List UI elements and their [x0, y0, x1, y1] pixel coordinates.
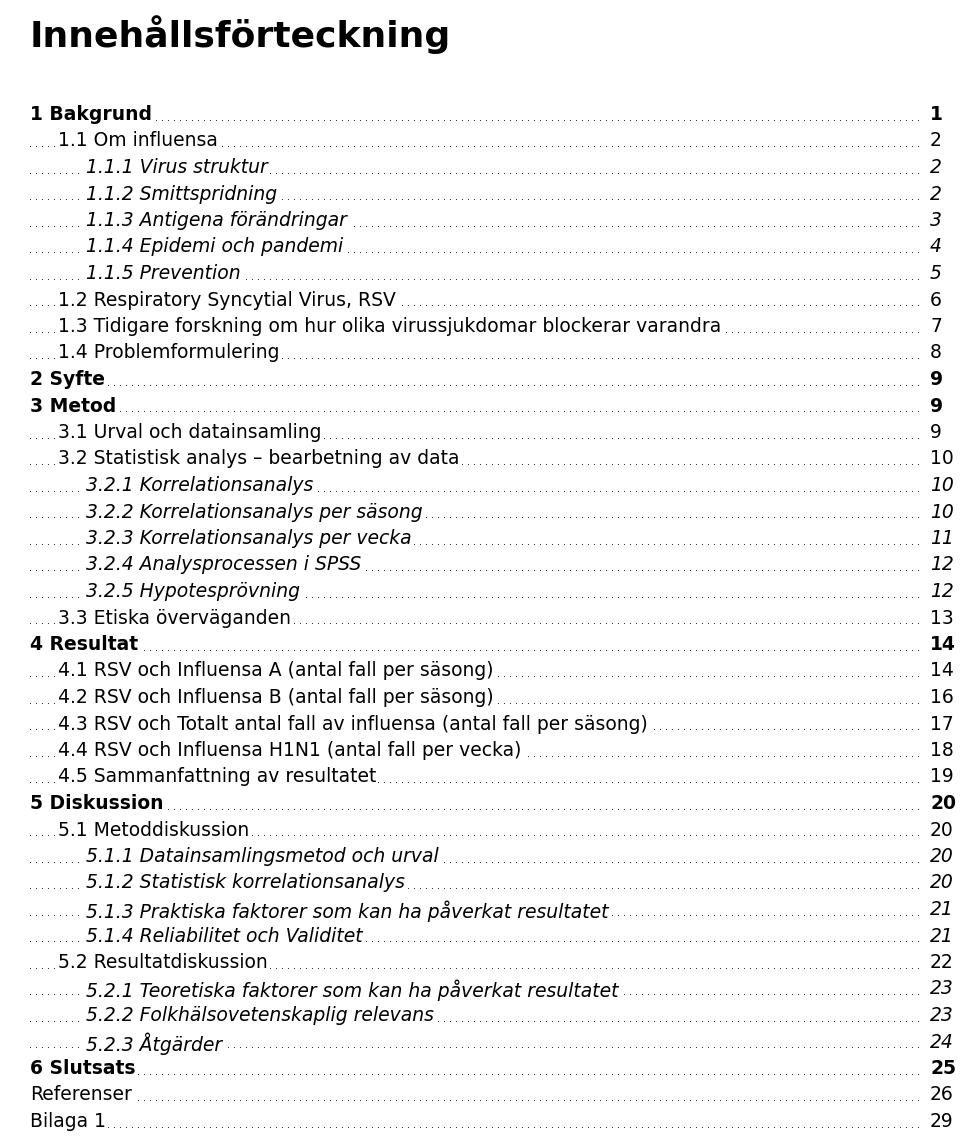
Text: 4: 4	[930, 237, 942, 256]
Text: 3.3 Etiska överväganden: 3.3 Etiska överväganden	[58, 609, 291, 627]
Text: 16: 16	[930, 689, 953, 707]
Text: 5.1.4 Reliabilitet och Validitet: 5.1.4 Reliabilitet och Validitet	[86, 927, 363, 945]
Text: 5 Diskussion: 5 Diskussion	[30, 793, 163, 813]
Text: 1.4 Problemformulering: 1.4 Problemformulering	[58, 343, 279, 363]
Text: 11: 11	[930, 529, 953, 548]
Text: 14: 14	[930, 661, 954, 681]
Text: 1.2 Respiratory Syncytial Virus, RSV: 1.2 Respiratory Syncytial Virus, RSV	[58, 291, 396, 309]
Text: 5.2.2 Folkhälsovetenskaplig relevans: 5.2.2 Folkhälsovetenskaplig relevans	[86, 1005, 434, 1025]
Text: 3.2.5 Hypotesprövning: 3.2.5 Hypotesprövning	[86, 583, 300, 601]
Text: 5.2.1 Teoretiska faktorer som kan ha påverkat resultatet: 5.2.1 Teoretiska faktorer som kan ha påv…	[86, 979, 618, 1001]
Text: 3.2.4 Analysprocessen i SPSS: 3.2.4 Analysprocessen i SPSS	[86, 555, 361, 575]
Text: 25: 25	[930, 1059, 956, 1078]
Text: 5: 5	[930, 264, 942, 283]
Text: 2: 2	[930, 131, 942, 150]
Text: 14: 14	[930, 635, 956, 654]
Text: 3 Metod: 3 Metod	[30, 397, 116, 415]
Text: 9: 9	[930, 423, 942, 442]
Text: 22: 22	[930, 953, 953, 972]
Text: 6: 6	[930, 291, 942, 309]
Text: 20: 20	[930, 847, 953, 866]
Text: Innehållsförteckning: Innehållsförteckning	[30, 15, 451, 54]
Text: 1.1.4 Epidemi och pandemi: 1.1.4 Epidemi och pandemi	[86, 237, 344, 256]
Text: 10: 10	[930, 503, 953, 521]
Text: 5.1.1 Datainsamlingsmetod och urval: 5.1.1 Datainsamlingsmetod och urval	[86, 847, 439, 866]
Text: 1.3 Tidigare forskning om hur olika virussjukdomar blockerar varandra: 1.3 Tidigare forskning om hur olika viru…	[58, 317, 721, 336]
Text: 12: 12	[930, 583, 953, 601]
Text: 3.2.3 Korrelationsanalys per vecka: 3.2.3 Korrelationsanalys per vecka	[86, 529, 412, 548]
Text: 21: 21	[930, 899, 953, 919]
Text: 20: 20	[930, 821, 953, 839]
Text: 3.2.1 Korrelationsanalys: 3.2.1 Korrelationsanalys	[86, 477, 313, 495]
Text: 5.1.2 Statistisk korrelationsanalys: 5.1.2 Statistisk korrelationsanalys	[86, 873, 405, 893]
Text: 1: 1	[930, 105, 943, 124]
Text: 4.4 RSV och Influensa H1N1 (antal fall per vecka): 4.4 RSV och Influensa H1N1 (antal fall p…	[58, 741, 521, 760]
Text: 8: 8	[930, 343, 942, 363]
Text: 23: 23	[930, 1005, 953, 1025]
Text: 20: 20	[930, 873, 953, 893]
Text: 5.2.3 Åtgärder: 5.2.3 Åtgärder	[86, 1033, 222, 1054]
Text: 2: 2	[930, 185, 942, 204]
Text: 19: 19	[930, 767, 953, 787]
Text: 9: 9	[930, 397, 943, 415]
Text: 6 Slutsats: 6 Slutsats	[30, 1059, 135, 1078]
Text: 1.1.1 Virus struktur: 1.1.1 Virus struktur	[86, 158, 268, 177]
Text: 17: 17	[930, 715, 953, 733]
Text: 5.2 Resultatdiskussion: 5.2 Resultatdiskussion	[58, 953, 268, 972]
Text: 10: 10	[930, 449, 953, 469]
Text: 21: 21	[930, 927, 953, 945]
Text: 4.3 RSV och Totalt antal fall av influensa (antal fall per säsong): 4.3 RSV och Totalt antal fall av influen…	[58, 715, 648, 733]
Text: 1 Bakgrund: 1 Bakgrund	[30, 105, 152, 124]
Text: 5.1.3 Praktiska faktorer som kan ha påverkat resultatet: 5.1.3 Praktiska faktorer som kan ha påve…	[86, 899, 609, 921]
Text: 4 Resultat: 4 Resultat	[30, 635, 138, 654]
Text: 29: 29	[930, 1112, 953, 1131]
Text: 1.1.3 Antigena förändringar: 1.1.3 Antigena förändringar	[86, 211, 347, 230]
Text: 26: 26	[930, 1085, 953, 1105]
Text: 4.2 RSV och Influensa B (antal fall per säsong): 4.2 RSV och Influensa B (antal fall per …	[58, 689, 493, 707]
Text: 10: 10	[930, 477, 953, 495]
Text: 12: 12	[930, 555, 953, 575]
Text: 1.1 Om influensa: 1.1 Om influensa	[58, 131, 218, 150]
Text: 4.5 Sammanfattning av resultatet: 4.5 Sammanfattning av resultatet	[58, 767, 376, 787]
Text: 7: 7	[930, 317, 942, 336]
Text: 13: 13	[930, 609, 953, 627]
Text: 2 Syfte: 2 Syfte	[30, 370, 105, 389]
Text: 3: 3	[930, 211, 942, 230]
Text: Bilaga 1: Bilaga 1	[30, 1112, 106, 1131]
Text: 2: 2	[930, 158, 942, 177]
Text: 23: 23	[930, 979, 953, 999]
Text: 1.1.2 Smittspridning: 1.1.2 Smittspridning	[86, 185, 277, 204]
Text: 3.1 Urval och datainsamling: 3.1 Urval och datainsamling	[58, 423, 322, 442]
Text: 9: 9	[930, 370, 943, 389]
Text: Referenser: Referenser	[30, 1085, 132, 1105]
Text: 20: 20	[930, 793, 956, 813]
Text: 5.1 Metoddiskussion: 5.1 Metoddiskussion	[58, 821, 250, 839]
Text: 3.2.2 Korrelationsanalys per säsong: 3.2.2 Korrelationsanalys per säsong	[86, 503, 422, 521]
Text: 4.1 RSV och Influensa A (antal fall per säsong): 4.1 RSV och Influensa A (antal fall per …	[58, 661, 493, 681]
Text: 18: 18	[930, 741, 953, 760]
Text: 3.2 Statistisk analys – bearbetning av data: 3.2 Statistisk analys – bearbetning av d…	[58, 449, 460, 469]
Text: 24: 24	[930, 1033, 953, 1051]
Text: 1.1.5 Prevention: 1.1.5 Prevention	[86, 264, 241, 283]
